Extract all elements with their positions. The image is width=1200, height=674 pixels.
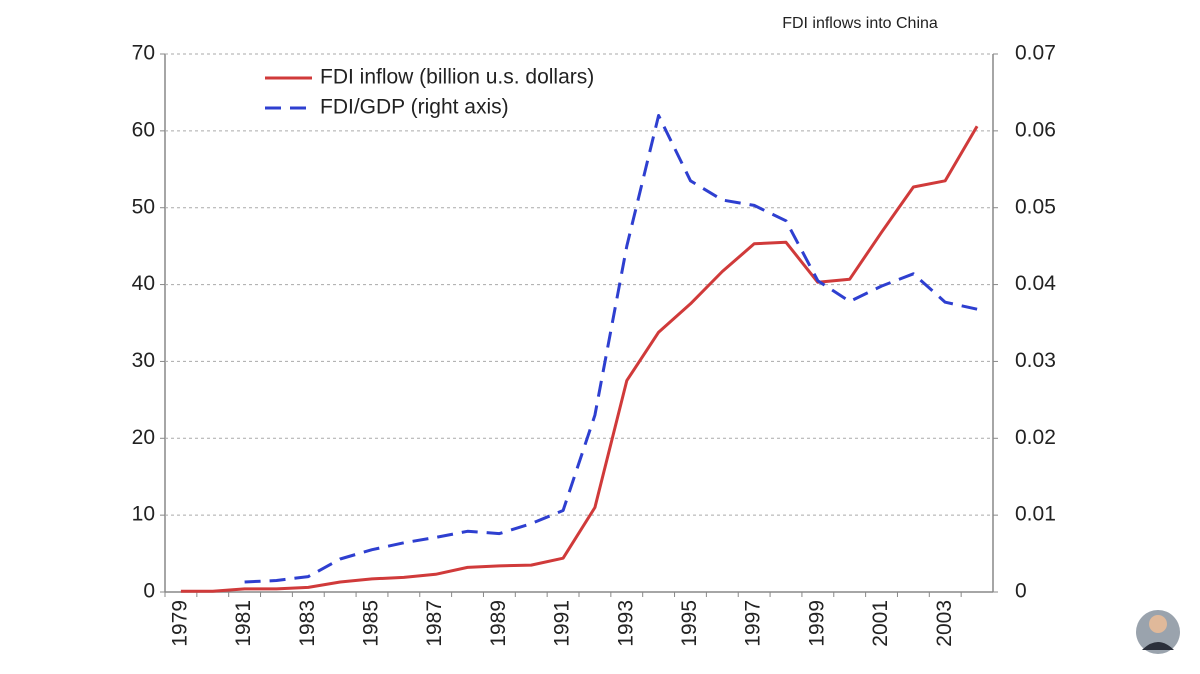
x-tick-label: 1985 <box>360 600 383 647</box>
legend-label: FDI/GDP (right axis) <box>320 96 509 119</box>
presenter-avatar <box>1136 610 1180 654</box>
y-tick-label: 20 <box>132 426 155 449</box>
y2-tick-label: 0.04 <box>1015 272 1056 295</box>
y-tick-label: 50 <box>132 195 155 218</box>
x-tick-label: 1983 <box>296 600 319 647</box>
x-tick-label: 1999 <box>805 600 828 647</box>
y-tick-label: 70 <box>132 42 155 65</box>
y-tick-label: 0 <box>143 580 155 603</box>
y-tick-label: 10 <box>132 503 155 526</box>
series-line <box>244 114 978 584</box>
x-tick-label: 1981 <box>232 600 255 647</box>
x-tick-label: 1987 <box>423 600 446 647</box>
y2-tick-label: 0.02 <box>1015 426 1056 449</box>
x-tick-label: 1989 <box>487 600 510 647</box>
y-tick-label: 40 <box>132 272 155 295</box>
y2-tick-label: 0.06 <box>1015 118 1056 141</box>
x-tick-label: 1991 <box>551 600 574 647</box>
x-tick-label: 1993 <box>614 600 637 647</box>
y-tick-label: 30 <box>132 349 155 372</box>
series-line <box>180 125 979 593</box>
y-tick-label: 60 <box>132 118 155 141</box>
y2-tick-label: 0.03 <box>1015 349 1056 372</box>
x-tick-label: 2003 <box>933 600 956 647</box>
y2-tick-label: 0.05 <box>1015 195 1056 218</box>
x-tick-label: 2001 <box>869 600 892 647</box>
x-tick-label: 1995 <box>678 600 701 647</box>
y2-tick-label: 0 <box>1015 580 1027 603</box>
y2-tick-label: 0.07 <box>1015 42 1056 65</box>
x-tick-label: 1979 <box>168 600 191 647</box>
legend-label: FDI inflow (billion u.s. dollars) <box>320 66 594 89</box>
chart-title: FDI inflows into China <box>782 15 938 32</box>
x-tick-label: 1997 <box>742 600 765 647</box>
y2-tick-label: 0.01 <box>1015 503 1056 526</box>
